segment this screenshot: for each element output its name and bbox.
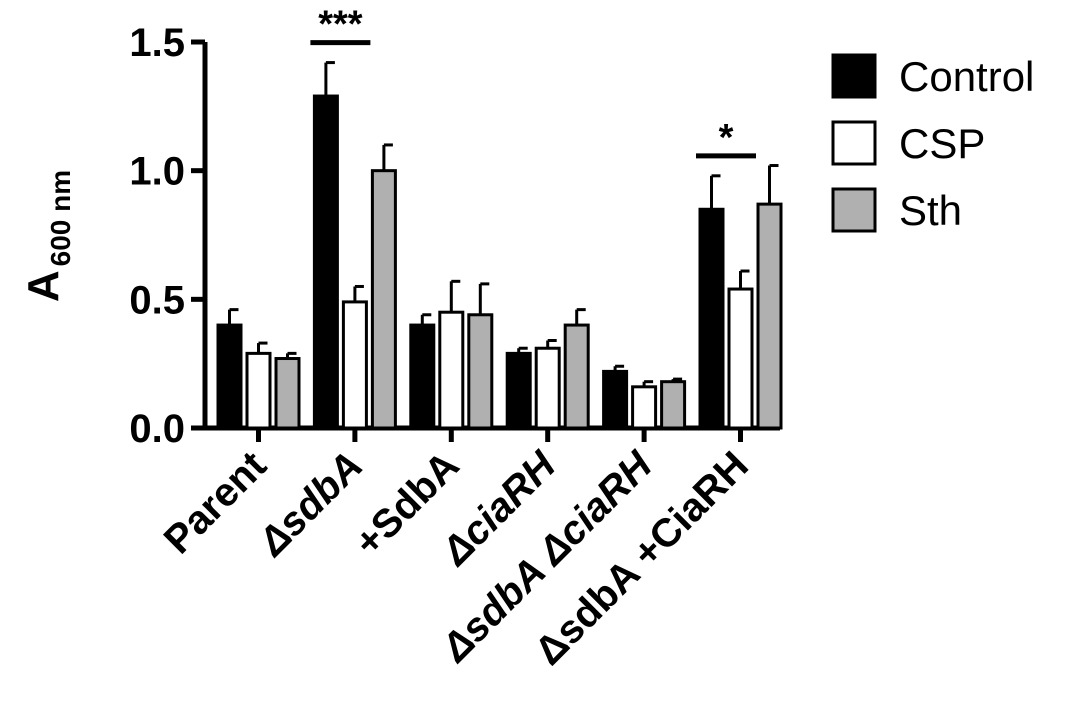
bar-csp (534, 346, 561, 430)
bar-control (216, 323, 243, 430)
y-tick-label: 0.0 (129, 407, 185, 451)
bar-control (602, 369, 629, 430)
bar-group (505, 308, 590, 430)
legend-swatch (831, 120, 877, 166)
bar-group (312, 61, 397, 430)
legend-item: Sth (831, 187, 962, 234)
legend-item: Control (831, 53, 1034, 100)
legend-label: CSP (899, 120, 985, 167)
significance-label: *** (318, 4, 363, 46)
bar-sth (563, 323, 590, 430)
bar-csp (341, 300, 368, 430)
bar-sth (274, 357, 301, 430)
y-axis-title: A600 nm (19, 170, 76, 302)
bar-group (698, 164, 783, 430)
legend: Control CSP Sth (831, 53, 1034, 234)
y-tick-label: 1.5 (129, 21, 185, 65)
x-category-label: ΔsdbA (249, 443, 371, 565)
bar-csp (727, 287, 754, 430)
significance-markers: **** (310, 4, 756, 159)
y-axis-label: A600 nm (19, 170, 76, 302)
y-axis: 0.0 0.5 1.0 1.5 (129, 21, 208, 451)
x-category-label: Parent (156, 443, 275, 562)
bar-csp (245, 351, 272, 430)
bar-sth (756, 202, 783, 430)
y-tick-label: 0.5 (129, 278, 185, 322)
bar-sth (660, 380, 687, 430)
bar-sth (370, 169, 397, 430)
bar-control (698, 207, 725, 430)
bar-group (216, 308, 301, 430)
bar-group (602, 364, 687, 430)
y-axis-title-main: A (19, 270, 68, 302)
bar-group (409, 279, 494, 430)
y-axis-title-subscript: 600 nm (45, 170, 76, 267)
legend-swatch (831, 53, 877, 99)
significance-label: * (719, 117, 734, 159)
bar-groups (216, 61, 783, 430)
bar-csp (631, 385, 658, 430)
legend-label: Sth (899, 187, 962, 234)
bar-sth (467, 313, 494, 430)
bar-control (505, 351, 532, 430)
legend-label: Control (899, 53, 1034, 100)
bar-control (312, 94, 339, 430)
legend-swatch (831, 187, 877, 233)
y-tick-label: 1.0 (129, 150, 185, 194)
bar-csp (438, 310, 465, 430)
legend-item: CSP (831, 120, 985, 167)
bar-control (409, 323, 436, 430)
